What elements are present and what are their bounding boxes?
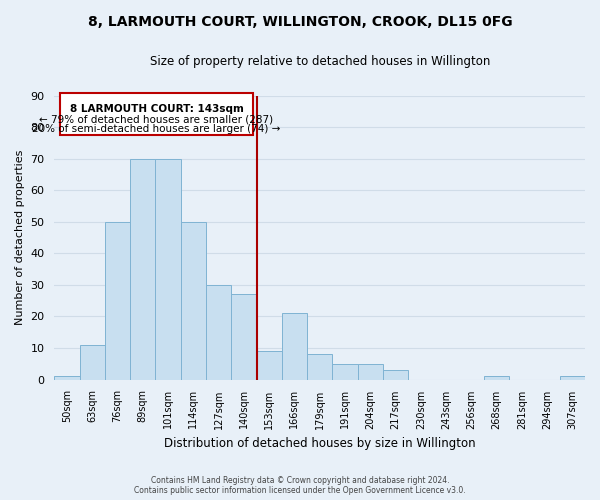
Bar bbox=[257, 351, 282, 380]
Bar bbox=[560, 376, 585, 380]
Bar bbox=[105, 222, 130, 380]
Bar bbox=[282, 314, 307, 380]
Bar bbox=[484, 376, 509, 380]
FancyBboxPatch shape bbox=[60, 92, 253, 136]
Bar bbox=[307, 354, 332, 380]
X-axis label: Distribution of detached houses by size in Willington: Distribution of detached houses by size … bbox=[164, 437, 476, 450]
Y-axis label: Number of detached properties: Number of detached properties bbox=[15, 150, 25, 325]
Bar bbox=[155, 158, 181, 380]
Text: 8 LARMOUTH COURT: 143sqm: 8 LARMOUTH COURT: 143sqm bbox=[70, 104, 244, 114]
Text: 20% of semi-detached houses are larger (74) →: 20% of semi-detached houses are larger (… bbox=[32, 124, 281, 134]
Bar bbox=[358, 364, 383, 380]
Bar bbox=[55, 376, 80, 380]
Bar bbox=[383, 370, 408, 380]
Bar bbox=[332, 364, 358, 380]
Bar bbox=[130, 158, 155, 380]
Bar bbox=[181, 222, 206, 380]
Bar bbox=[80, 345, 105, 380]
Title: Size of property relative to detached houses in Willington: Size of property relative to detached ho… bbox=[149, 55, 490, 68]
Bar bbox=[206, 285, 231, 380]
Bar bbox=[231, 294, 257, 380]
Text: ← 79% of detached houses are smaller (287): ← 79% of detached houses are smaller (28… bbox=[40, 114, 274, 124]
Text: Contains HM Land Registry data © Crown copyright and database right 2024.
Contai: Contains HM Land Registry data © Crown c… bbox=[134, 476, 466, 495]
Text: 8, LARMOUTH COURT, WILLINGTON, CROOK, DL15 0FG: 8, LARMOUTH COURT, WILLINGTON, CROOK, DL… bbox=[88, 15, 512, 29]
